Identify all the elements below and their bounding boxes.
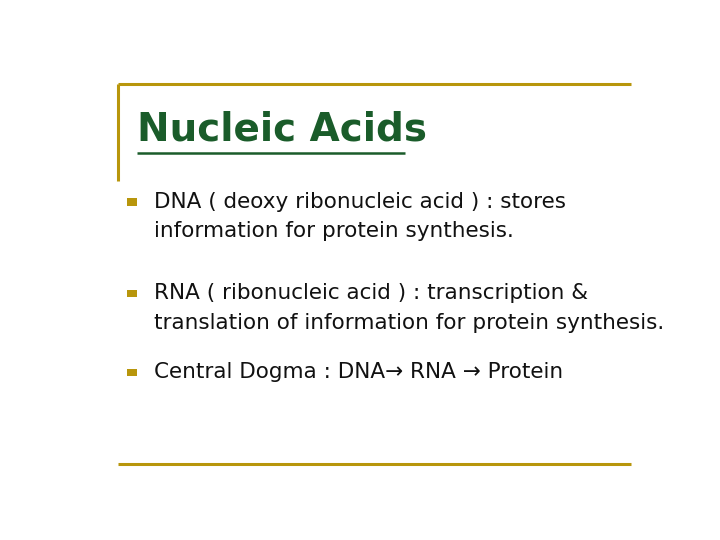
Text: Central Dogma : DNA→ RNA → Protein: Central Dogma : DNA→ RNA → Protein xyxy=(154,362,563,382)
Text: information for protein synthesis.: information for protein synthesis. xyxy=(154,221,514,241)
Bar xyxy=(127,290,137,297)
Text: Nucleic Acids: Nucleic Acids xyxy=(138,110,428,148)
Text: translation of information for protein synthesis.: translation of information for protein s… xyxy=(154,313,665,333)
Text: RNA ( ribonucleic acid ) : transcription &: RNA ( ribonucleic acid ) : transcription… xyxy=(154,284,588,303)
Bar xyxy=(127,198,137,206)
Bar xyxy=(127,369,137,376)
Text: DNA ( deoxy ribonucleic acid ) : stores: DNA ( deoxy ribonucleic acid ) : stores xyxy=(154,192,566,212)
